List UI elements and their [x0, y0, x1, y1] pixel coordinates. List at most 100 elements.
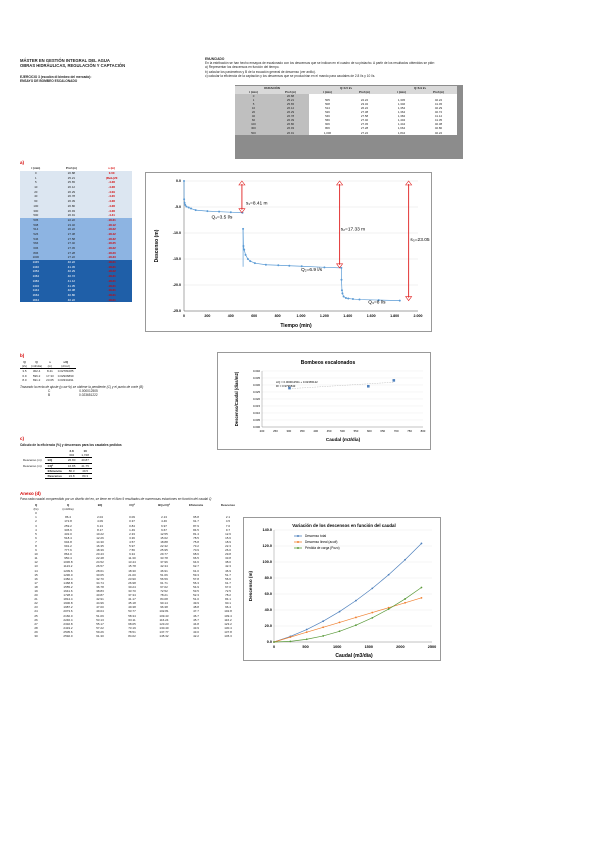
- table-cell: 27.22: [346, 130, 383, 135]
- table-row: 0 20.88 0.00: [20, 170, 132, 176]
- table-cell: 72.52: [160, 589, 168, 594]
- table-cell: 4: [35, 527, 37, 532]
- table-cell: 5: [235, 102, 272, 107]
- chart-descenso-tiempo: 0.0 -5.0 -10.0 -15.0 -20.0 -25.0 0 200 400 600 800…: [145, 172, 435, 332]
- section-a-label: a): [20, 160, 25, 165]
- table-cell: 20.88: [272, 94, 309, 99]
- section-c-table: 2.8 10 302 1,728 Descenso (m) BQ 26.80 40.87 Des…: [20, 449, 92, 480]
- table-cell: 30.65: [96, 572, 104, 577]
- table-cell: -18.31: [107, 274, 116, 279]
- y-tick-label: 0.035: [253, 376, 260, 380]
- table-header-row: t (min) Prof (m) s (m): [20, 166, 132, 171]
- data-point: [277, 264, 280, 267]
- data-point: [289, 640, 292, 643]
- table-cell: 43.0: [193, 629, 199, 634]
- table-cell: 95.8: [193, 515, 199, 520]
- data-point: [190, 207, 193, 210]
- table-cell: 27.58: [346, 114, 383, 119]
- table-cell: 40.38: [67, 288, 76, 293]
- table-cell: -18.31: [107, 217, 116, 222]
- y-tick-label: -10.0: [173, 231, 181, 235]
- x-tick-label: 1500: [365, 645, 373, 649]
- table-cell: 57.8: [193, 576, 199, 581]
- table-cell: 42.34: [160, 564, 168, 569]
- data-point: [249, 260, 252, 263]
- x-tick-label: 1000: [333, 645, 341, 649]
- table-row: 13 1123.2 26.57 15.78 42.34 62.7 42.3: [20, 564, 244, 568]
- table-cell: 24: [34, 609, 38, 614]
- series-line: [341, 279, 400, 301]
- x-tick-label: 600: [251, 314, 257, 318]
- table-cell: 9.7: [225, 527, 231, 532]
- table-row: 27 2332.8 55.17 68.05 123.23 44.8 123.2: [20, 622, 244, 626]
- table-cell: 777.6: [64, 548, 72, 553]
- table-cell: 1.49: [129, 527, 135, 532]
- table-row: 1346 41.45 -18.21: [20, 264, 132, 270]
- data-point: [253, 262, 256, 265]
- table-cell: 7: [35, 539, 37, 544]
- legend-swatch: [297, 541, 299, 543]
- y-tick-label: 120.0: [262, 544, 272, 548]
- table-cell: 33.78: [160, 556, 168, 561]
- table-cell: 10: [34, 185, 38, 190]
- table-cell: 15: [34, 572, 38, 577]
- table-row: 300 26.93 -4.28: [20, 208, 132, 213]
- table-cell: 40.22: [67, 297, 76, 302]
- table-cell: -4.28: [108, 208, 115, 213]
- table-cell: 18.30: [128, 568, 136, 573]
- table-cell: 56.6: [225, 576, 231, 581]
- chart-descenso-caudal: Variación de los descensos en función de…: [243, 517, 441, 661]
- table-cell: 1345: [32, 260, 40, 265]
- table-cell: 27.45: [346, 122, 383, 127]
- table-cell: 130.40: [159, 625, 169, 630]
- table-cell: 514: [33, 227, 39, 232]
- table-header-row: 2.8 10: [20, 449, 92, 453]
- table-cell: 42.3: [225, 564, 231, 569]
- series-line: [273, 543, 422, 643]
- table-cell: [309, 94, 346, 99]
- x-tick-label: 500: [340, 429, 345, 433]
- table-cell: 29.8: [225, 552, 231, 557]
- data-point: [342, 295, 345, 298]
- table-row: 40 26.78 -4.20: [20, 194, 132, 199]
- table-cell: 51.0: [193, 597, 199, 602]
- table-cell: t (min): [323, 90, 332, 95]
- data-point: [371, 587, 374, 590]
- table-cell: 40.29: [67, 269, 76, 274]
- table-cell: 7.0: [225, 523, 231, 528]
- table-cell: [383, 94, 420, 99]
- table-cell: 17.33: [46, 373, 54, 378]
- table-cell: 1,345: [383, 98, 420, 103]
- table-cell: -18.33: [107, 255, 116, 260]
- table-cell: 546: [33, 236, 39, 241]
- table-cell: 1,346: [383, 102, 420, 107]
- table-cell: 37.34: [128, 593, 136, 598]
- table-row: 9 777.6 18.39 7.56 25.95 70.9 26.0: [20, 548, 244, 552]
- table-cell: 20: [34, 593, 38, 598]
- table-cell: 1468.8: [63, 580, 73, 585]
- table-cell: 47.7: [193, 609, 199, 614]
- table-cell: 12: [34, 560, 38, 565]
- table-cell: 41.45: [67, 264, 76, 269]
- header-line1: MÁSTER EN GESTIÓN INTEGRAL DEL AGUA: [20, 58, 110, 63]
- table-cell: 6: [35, 535, 37, 540]
- table-cell: 67.02: [160, 584, 168, 589]
- y-tick-label: 60.0: [265, 592, 272, 596]
- data-point: [355, 599, 357, 602]
- x-tick-label: 650: [380, 429, 385, 433]
- table-cell: 11: [34, 556, 38, 561]
- table-row: 1404 41.35 -18.21: [20, 283, 132, 288]
- table-cell: 5.97: [129, 543, 135, 548]
- table-cell: 1728.0: [63, 593, 73, 598]
- table-cell: Descenso: [220, 503, 236, 508]
- table-row: 505 22.22 -18.31: [20, 217, 132, 223]
- table-cell: 84.5: [193, 527, 199, 532]
- table-row: 6 518.4 12.26 3.36 15.62 78.5 15.6: [20, 536, 244, 540]
- table-cell: 500: [235, 130, 272, 135]
- table-cell: 72.5: [225, 589, 231, 594]
- table-cell: 21: [34, 597, 38, 602]
- table-cell: 0.02781085: [57, 369, 74, 374]
- table-cell: 61.7: [225, 580, 231, 585]
- x-tick-label: 2.000: [414, 314, 423, 318]
- table-cell: 2505.6: [63, 629, 73, 634]
